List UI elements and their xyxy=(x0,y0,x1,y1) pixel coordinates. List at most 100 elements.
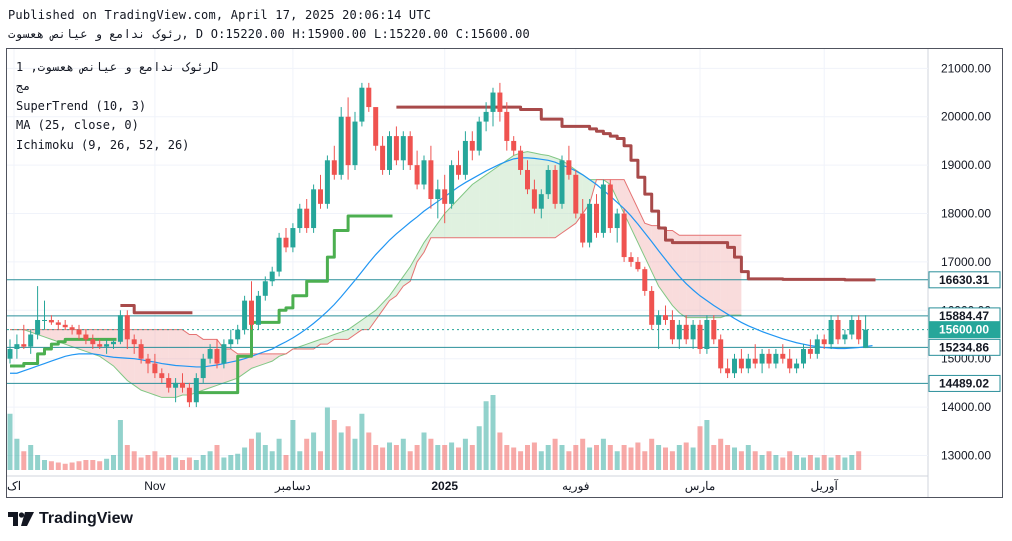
candle-body xyxy=(255,295,261,325)
candle-body xyxy=(821,339,827,345)
price-tag-box xyxy=(928,321,1001,339)
volume-bar xyxy=(76,461,82,470)
candle-body xyxy=(690,324,696,340)
candle-body xyxy=(97,344,103,347)
candle-body xyxy=(48,319,54,323)
candle-body xyxy=(814,339,820,354)
candle-body xyxy=(725,368,731,374)
volume-bar xyxy=(55,462,61,470)
tradingview-brand[interactable]: TradingView xyxy=(8,510,133,528)
cloud-segment xyxy=(368,310,376,330)
volume-bar xyxy=(173,457,179,470)
volume-bar xyxy=(359,413,365,470)
volume-bar xyxy=(787,451,793,470)
volume-bar xyxy=(14,438,20,470)
candle-body xyxy=(842,334,848,340)
candle-body xyxy=(228,339,234,345)
legend-supertrend[interactable]: SuperTrend (10, 3) xyxy=(16,99,147,113)
volume-bar xyxy=(649,438,655,470)
candle-body xyxy=(566,160,572,175)
candle-body xyxy=(304,208,310,229)
candle-body xyxy=(600,184,606,233)
volume-bar xyxy=(124,445,130,470)
cloud-segment xyxy=(410,254,418,282)
candle-body xyxy=(476,121,482,151)
candle-body xyxy=(359,87,365,122)
candle-body xyxy=(531,189,537,209)
price-tag-label: 15884.47 xyxy=(939,309,989,323)
candle-body xyxy=(283,237,289,248)
cloud-segment xyxy=(686,235,694,318)
legend-ma[interactable]: MA (25, close, 0) xyxy=(16,118,139,132)
volume-bar xyxy=(511,447,517,470)
volume-bar xyxy=(690,447,696,470)
volume-bar xyxy=(607,445,613,470)
volume-bar xyxy=(697,426,703,470)
volume-bar xyxy=(380,447,386,470)
x-tick-label: دسامبر xyxy=(274,479,311,493)
volume-bar xyxy=(152,451,158,470)
candle-body xyxy=(407,136,413,166)
candle-body xyxy=(469,140,475,151)
cloud-segment xyxy=(437,213,445,238)
candle-body xyxy=(28,334,34,347)
cloud-segment xyxy=(327,334,335,345)
candle-body xyxy=(442,189,448,204)
volume-bar xyxy=(180,460,185,470)
price-tag-label: 15234.86 xyxy=(939,340,989,354)
legend-symbol[interactable]: رئوک ندامع و عیانص هعسوت, 1D xyxy=(16,60,219,74)
candle-body xyxy=(732,358,737,374)
cloud-segment xyxy=(389,286,397,301)
chart-frame[interactable] xyxy=(6,48,1003,498)
volume-bar xyxy=(594,445,599,470)
time-axis[interactable]: اک Nov دسامبر 2025 فوریه مارس آوریل xyxy=(7,478,839,493)
candle-body xyxy=(787,358,793,369)
volume-bar xyxy=(228,455,234,470)
volume-bar xyxy=(642,451,648,470)
volume-bar xyxy=(828,457,834,470)
cloud-segment xyxy=(230,349,238,381)
candles xyxy=(7,82,869,408)
candle-body xyxy=(497,92,503,112)
volume-bar xyxy=(849,455,855,470)
legend-ichimoku[interactable]: Ichimoku (9, 26, 52, 26) xyxy=(16,138,190,152)
volume-bar xyxy=(304,438,310,470)
candle-body xyxy=(669,319,675,340)
volume-bar xyxy=(628,447,634,470)
volume-bar xyxy=(483,401,489,470)
volume-bar xyxy=(442,445,448,470)
candle-body xyxy=(849,319,855,335)
brand-name: TradingView xyxy=(39,510,133,527)
volume-bar xyxy=(663,447,668,470)
candle-body xyxy=(69,327,75,330)
cloud-segment xyxy=(679,235,687,318)
cloud-segment xyxy=(665,230,673,306)
price-tag-label: 15600.00 xyxy=(939,323,989,337)
cloud-segment xyxy=(493,165,500,238)
candle-body xyxy=(594,203,599,233)
cloud-segment xyxy=(658,225,666,296)
price-axis[interactable]: 21000.00 20000.00 19000.00 18000.00 17000.00… xyxy=(941,61,991,462)
volume-bar xyxy=(104,458,110,470)
volume-bar xyxy=(538,451,544,470)
volume-bar xyxy=(373,445,379,470)
volume-bar xyxy=(732,447,737,470)
volume-bar xyxy=(283,455,289,470)
volume-bar xyxy=(718,438,724,470)
cloud-segment xyxy=(92,329,100,357)
volume-bars xyxy=(7,395,862,470)
cloud-segment xyxy=(458,191,466,238)
candle-body xyxy=(663,315,668,320)
volume-bar xyxy=(842,457,848,470)
y-tick-label: 14000.00 xyxy=(941,400,991,414)
volume-bar xyxy=(21,451,27,470)
volume-bar xyxy=(725,445,731,470)
candle-body xyxy=(318,189,323,204)
volume-bar xyxy=(186,457,192,470)
candle-body xyxy=(504,111,510,141)
price-tag-label: 16630.31 xyxy=(939,273,989,287)
candle-body xyxy=(145,358,151,364)
candle-body xyxy=(863,329,869,349)
